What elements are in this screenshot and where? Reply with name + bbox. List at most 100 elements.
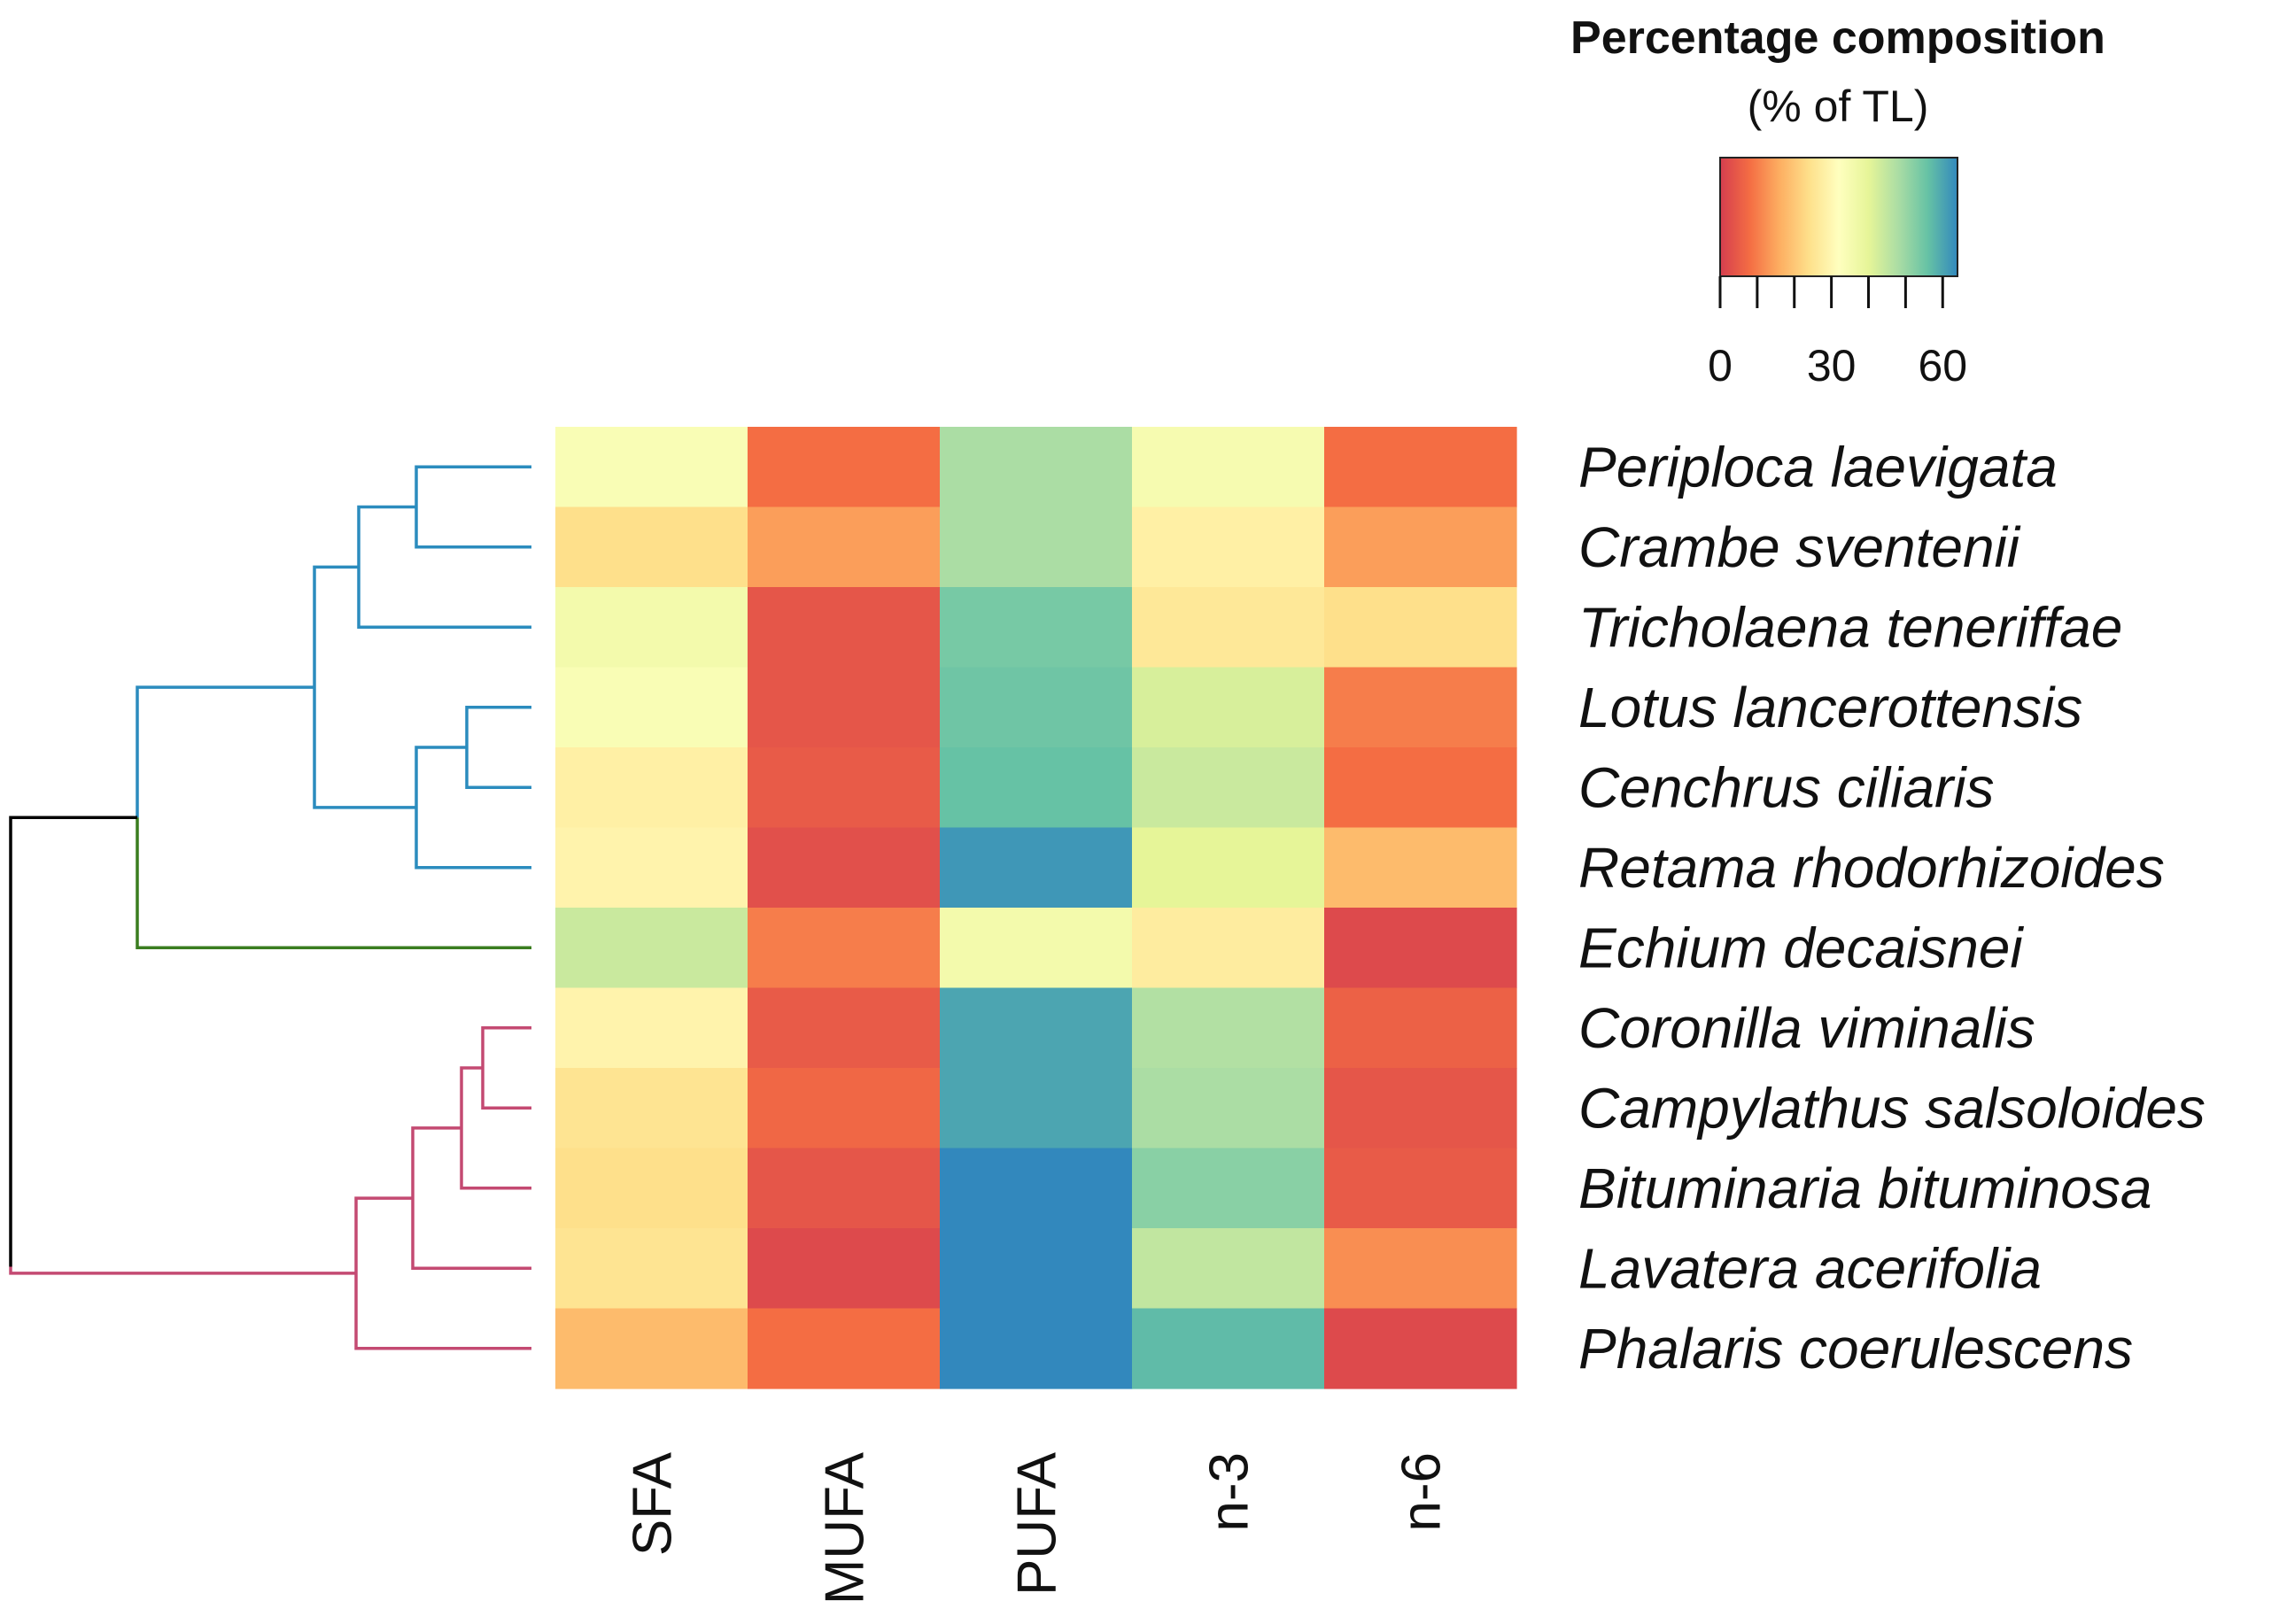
heatmap-cell — [940, 667, 1133, 748]
colorbar — [1719, 157, 1958, 277]
heatmap-cell — [748, 507, 941, 588]
heatmap-cell — [748, 587, 941, 669]
row-label: Crambe sventenii — [1578, 515, 2021, 579]
heatmap-cell — [748, 827, 941, 909]
colorbar-tick-labels: 0 30 60 — [1708, 341, 1967, 391]
dendrogram-branch — [9, 1266, 356, 1275]
heatmap-cell — [748, 908, 941, 989]
heatmap-cell — [555, 1148, 748, 1229]
row-labels: Periploca laevigata Crambe sventenii Trich… — [1578, 435, 2206, 1380]
heatmap-cell — [1132, 667, 1325, 748]
dendrogram-branch — [481, 1026, 531, 1110]
row-label: Phalaris coerulescens — [1578, 1317, 2133, 1380]
heatmap-cell — [1132, 507, 1325, 588]
heatmap-cell — [748, 1308, 941, 1389]
heatmap-cell — [748, 667, 941, 748]
row-label: Lotus lancerottensis — [1578, 676, 2082, 739]
heatmap-cell — [1324, 827, 1517, 909]
heatmap-cell — [1132, 1148, 1325, 1229]
heatmap-cell — [555, 507, 748, 588]
dendrogram-branch — [460, 1066, 531, 1190]
heatmap-cell — [1132, 1068, 1325, 1149]
heatmap-cell — [555, 908, 748, 989]
heatmap-cell — [748, 1228, 941, 1310]
row-label: Tricholaena teneriffae — [1578, 595, 2122, 659]
heatmap-cell — [555, 427, 748, 508]
heatmap-cell — [555, 827, 748, 909]
colorbar-tick-label: 60 — [1918, 341, 1967, 391]
heatmap-cell — [1132, 987, 1325, 1069]
column-label: n-6 — [1392, 1452, 1453, 1532]
heatmap-cell — [748, 1068, 941, 1149]
legend-title: Percentage composition — [1570, 12, 2105, 64]
heatmap-cell — [940, 587, 1133, 669]
heatmap-cell — [555, 1308, 748, 1389]
heatmap-cell — [940, 1228, 1133, 1310]
dendrogram-branch — [411, 1126, 531, 1270]
heatmap-cell — [1132, 827, 1325, 909]
heatmap-cell — [748, 427, 941, 508]
heatmap-cell — [555, 1068, 748, 1149]
heatmap-cell — [748, 987, 941, 1069]
heatmap-cell — [555, 1228, 748, 1310]
colorbar-tick-label: 0 — [1708, 341, 1733, 391]
legend: Percentage composition (% of TL) 0 30 60 — [1570, 12, 2105, 391]
column-label: n-3 — [1199, 1452, 1260, 1532]
column-label: PUFA — [1007, 1451, 1068, 1596]
heatmap-cell — [555, 987, 748, 1069]
heatmap-cell — [1132, 1228, 1325, 1310]
heatmap-cell — [1132, 1308, 1325, 1389]
heatmap-cell — [940, 827, 1133, 909]
heatmap-cell — [555, 587, 748, 669]
heatmap-cell — [1132, 587, 1325, 669]
column-label: SFA — [623, 1451, 684, 1556]
legend-subtitle: (% of TL) — [1748, 81, 1929, 131]
row-label: Lavatera acerifolia — [1578, 1236, 2042, 1300]
row-label: Cenchrus ciliaris — [1578, 755, 1994, 819]
heatmap-cell — [555, 747, 748, 829]
dendrogram-branch — [357, 505, 531, 629]
column-labels: SFA MUFA PUFA n-3 n-6 — [623, 1451, 1453, 1605]
dendrogram-branch — [136, 685, 314, 818]
heatmap-cell — [1324, 667, 1517, 748]
heatmap-cell — [1324, 507, 1517, 588]
heatmap-cell — [940, 1068, 1133, 1149]
dendrogram-branch — [313, 565, 416, 809]
heatmap-cell — [748, 747, 941, 829]
row-label: Echium decaisnei — [1578, 916, 2024, 979]
colorbar-ticks — [1718, 276, 1944, 308]
heatmap-cell — [1324, 1308, 1517, 1389]
heatmap-cell — [1324, 427, 1517, 508]
heatmap-cell — [748, 1148, 941, 1229]
heatmap-cell — [940, 507, 1133, 588]
row-label: Campylathus salsoloides — [1578, 1076, 2206, 1140]
heatmap-cell — [1324, 908, 1517, 989]
heatmap-cell — [1324, 747, 1517, 829]
row-label: Periploca laevigata — [1578, 435, 2058, 499]
row-dendrogram — [9, 465, 531, 1350]
dendrogram-branch — [415, 465, 531, 549]
column-label: MUFA — [815, 1451, 876, 1605]
heatmap-cell — [1324, 1068, 1517, 1149]
heatmap-cell — [940, 987, 1133, 1069]
dendrogram-branch — [415, 746, 531, 870]
dendrogram-root — [9, 816, 137, 1267]
colorbar-tick-label: 30 — [1807, 341, 1857, 391]
heatmap-cell — [1132, 427, 1325, 508]
heatmap-cells — [555, 427, 1517, 1389]
row-label: Bituminaria bituminosa — [1578, 1156, 2151, 1220]
heatmap-cell — [1324, 1148, 1517, 1229]
heatmap-cell — [1324, 587, 1517, 669]
heatmap-cell — [1324, 1228, 1517, 1310]
heatmap-cell — [940, 1308, 1133, 1389]
heatmap-cell — [1324, 987, 1517, 1069]
dendrogram-branch — [136, 817, 531, 949]
heatmap-cell — [555, 667, 748, 748]
dendrogram-branch — [465, 706, 531, 789]
dendrogram-branch — [354, 1196, 531, 1350]
row-label: Retama rhodorhizoides — [1578, 836, 2165, 900]
heatmap-cell — [940, 908, 1133, 989]
heatmap-cell — [940, 747, 1133, 829]
heatmap-cell — [940, 427, 1133, 508]
